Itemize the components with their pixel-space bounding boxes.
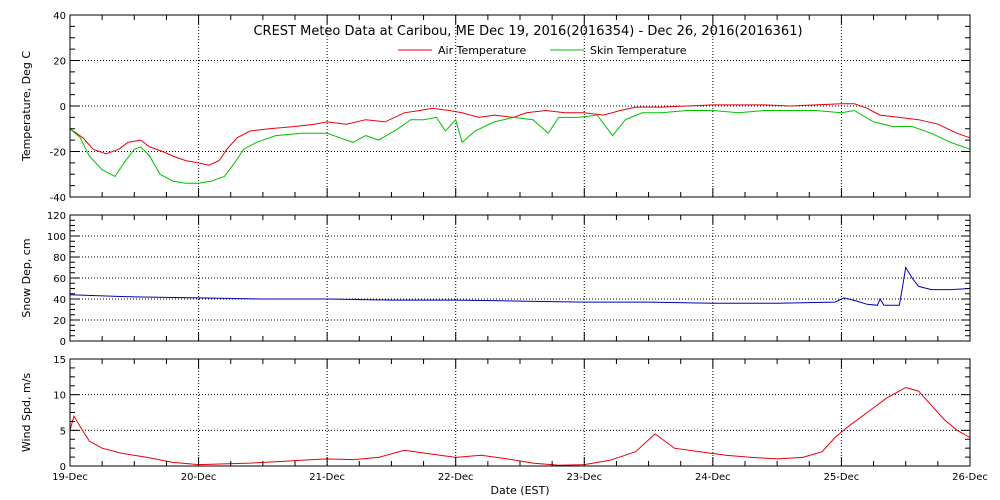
y-tick-label: -40	[50, 193, 66, 204]
y-tick-label: 20	[53, 57, 66, 68]
y-tick-label: 0	[60, 462, 66, 473]
panel-2: 0 5 10 15 Wind Spd, m/s	[20, 355, 971, 473]
y-tick-label: 100	[47, 232, 66, 243]
y-axis-title: Temperature, Deg C	[20, 51, 33, 162]
panels-layer: -40 -20 0 20 40 Temperature, Deg C 0 20 40 60 80 10…	[20, 11, 988, 483]
chart-title: CREST Meteo Data at Caribou, ME Dec 19, …	[253, 24, 802, 39]
x-tick-label: 23-Dec	[566, 472, 602, 483]
y-axis-title: Snow Dep, cm	[20, 238, 33, 317]
x-tick-label: 20-Dec	[181, 472, 217, 483]
x-tick-label: 21-Dec	[309, 472, 345, 483]
legend: Air Temperature Skin Temperature	[398, 44, 687, 57]
x-tick-label: 26-Dec	[952, 472, 988, 483]
x-tick-label: 19-Dec	[52, 472, 88, 483]
x-tick-label: 24-Dec	[695, 472, 731, 483]
y-tick-label: 60	[53, 274, 66, 285]
y-tick-label: 0	[60, 102, 66, 113]
y-tick-label: 0	[60, 337, 66, 348]
y-tick-label: 120	[47, 211, 66, 222]
y-tick-label: -20	[50, 148, 66, 159]
panel-0: -40 -20 0 20 40 Temperature, Deg C	[20, 11, 971, 204]
y-axis-title: Wind Spd, m/s	[20, 373, 33, 453]
x-axis-title: Date (EST)	[490, 484, 549, 497]
plot-frame	[69, 358, 971, 467]
y-tick-label: 20	[53, 316, 66, 327]
series-line-0-1	[69, 109, 971, 184]
y-tick-label: 15	[53, 355, 66, 366]
panel-1: 0 20 40 60 80 100 120 Snow Dep, cm	[20, 211, 971, 348]
y-tick-label: 80	[53, 253, 66, 264]
y-tick-label: 40	[53, 295, 66, 306]
series-line-2-0	[69, 386, 971, 466]
series-line-1-0	[69, 266, 971, 306]
y-tick-label: 40	[53, 11, 66, 22]
y-tick-label: 10	[53, 391, 66, 402]
legend-skin-label: Skin Temperature	[590, 44, 687, 57]
x-tick-label: 22-Dec	[438, 472, 474, 483]
x-tick-label: 25-Dec	[824, 472, 860, 483]
series-line-0-0	[69, 103, 971, 166]
legend-air-label: Air Temperature	[438, 44, 527, 57]
y-tick-label: 5	[60, 426, 66, 437]
